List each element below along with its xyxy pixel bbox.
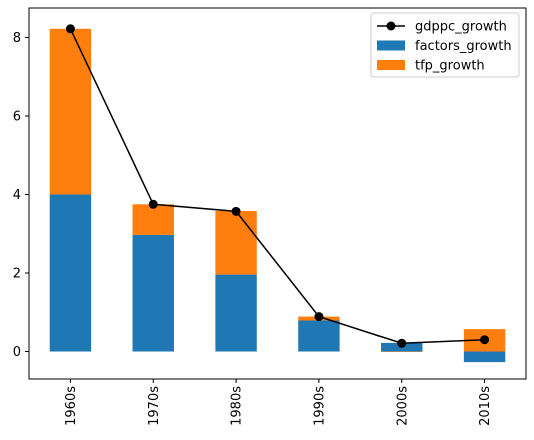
legend-marker-gdppc_growth — [387, 22, 396, 31]
x-tick-label-1980s: 1980s — [230, 386, 245, 426]
point-gdppc_growth-1970s — [149, 200, 158, 209]
bar-tfp_growth-1980s — [215, 211, 256, 275]
x-tick-label-1960s: 1960s — [64, 386, 79, 426]
x-tick-label-2000s: 2000s — [395, 386, 410, 426]
y-tick-label-8: 8 — [13, 31, 21, 46]
bar-factors_growth-2010s — [464, 352, 505, 363]
legend: gdppc_growth factors_growth tfp_growth — [371, 13, 519, 77]
point-gdppc_growth-1960s — [66, 24, 75, 33]
point-gdppc_growth-1990s — [314, 312, 323, 321]
y-tick-label-6: 6 — [13, 109, 21, 124]
bar-factors_growth-1970s — [133, 235, 174, 352]
point-gdppc_growth-2000s — [397, 339, 406, 348]
x-tick-label-1970s: 1970s — [147, 386, 162, 426]
y-tick-label-0: 0 — [13, 345, 21, 360]
y-tick-label-4: 4 — [13, 188, 21, 203]
bar-tfp_growth-1960s — [50, 29, 91, 195]
bars-layer — [50, 29, 506, 362]
x-tick-label-2010s: 2010s — [478, 386, 493, 426]
y-tick-label-2: 2 — [13, 267, 21, 282]
point-gdppc_growth-2010s — [480, 335, 489, 344]
point-gdppc_growth-1980s — [232, 207, 241, 216]
legend-label-factors_growth: factors_growth — [415, 39, 512, 54]
x-axis: 1960s 1970s 1980s 1990s 2000s 2010s — [64, 379, 493, 426]
legend-label-tfp_growth: tfp_growth — [415, 59, 485, 74]
legend-swatch-factors_growth — [377, 41, 405, 51]
bar-factors_growth-1960s — [50, 194, 91, 351]
legend-label-gdppc_growth: gdppc_growth — [415, 20, 507, 35]
bar-tfp_growth-1970s — [133, 204, 174, 235]
bar-factors_growth-1980s — [215, 275, 256, 352]
x-tick-label-1990s: 1990s — [312, 386, 327, 426]
legend-swatch-tfp_growth — [377, 60, 405, 70]
bar-factors_growth-1990s — [298, 321, 339, 352]
y-axis: 0 2 4 6 8 — [13, 31, 29, 360]
